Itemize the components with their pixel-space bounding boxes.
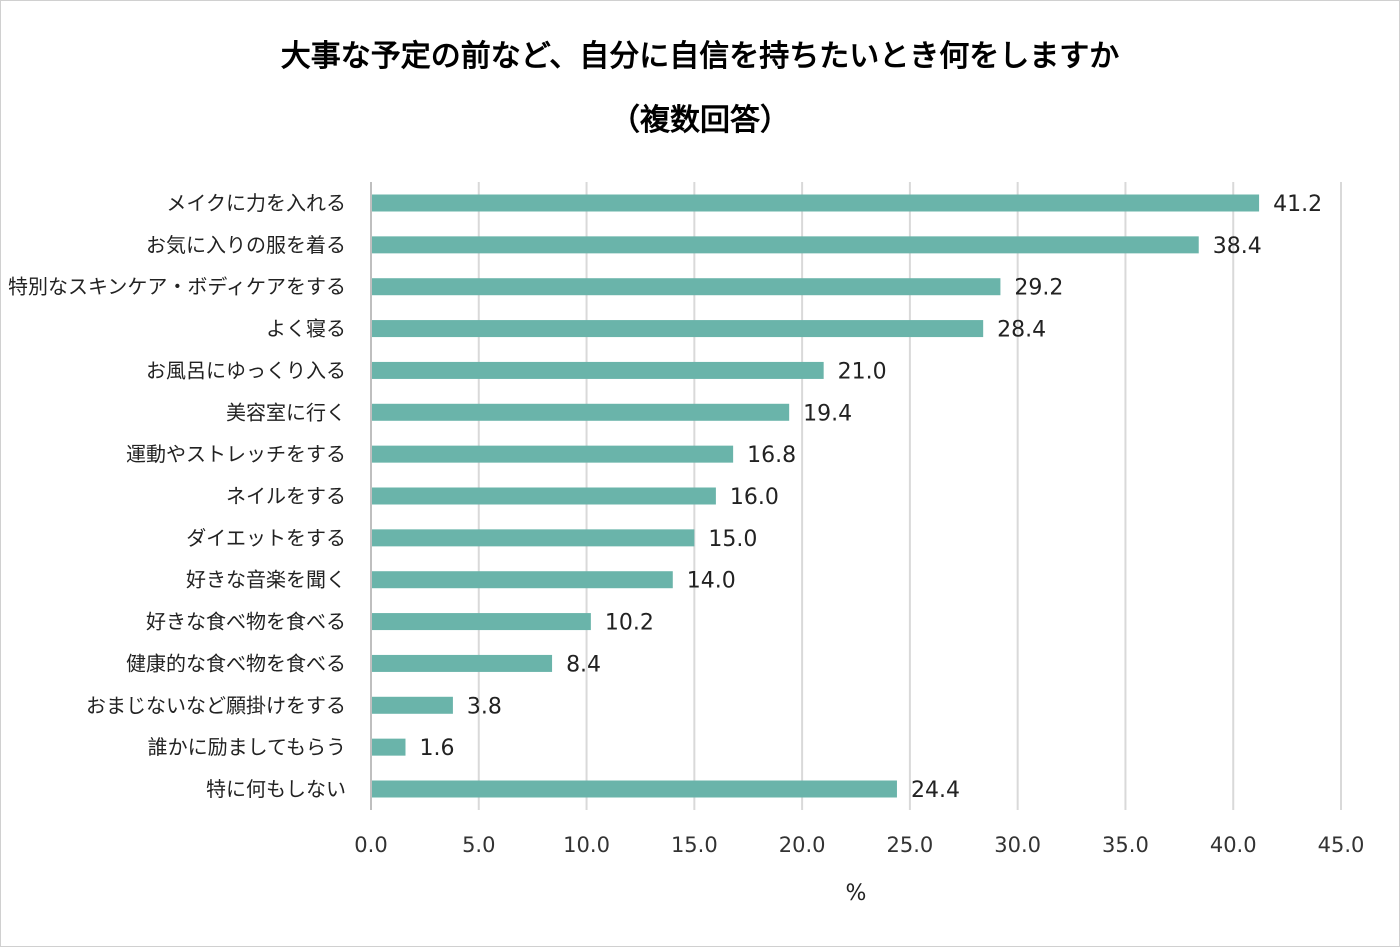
- data-label: 28.4: [997, 318, 1046, 343]
- data-label: 29.2: [1014, 276, 1063, 301]
- chart-title: 大事な予定の前など、自分に自信を持ちたいとき何をしますか: [281, 39, 1120, 74]
- category-labels: メイクに力を入れるお気に入りの服を着る特別なスキンケア・ボディケアをするよく寝る…: [8, 191, 346, 801]
- bar: [372, 529, 695, 547]
- bar: [372, 613, 591, 631]
- x-tick-label: 35.0: [1102, 833, 1149, 857]
- bar: [372, 780, 897, 798]
- data-label: 15.0: [708, 527, 757, 552]
- category-label: 特に何もしない: [206, 777, 346, 801]
- category-label: ダイエットをする: [186, 526, 346, 550]
- bar: [372, 236, 1199, 254]
- data-label: 16.0: [730, 485, 779, 510]
- x-tick-label: 0.0: [354, 833, 387, 857]
- data-label: 3.8: [467, 694, 502, 719]
- bar: [372, 445, 734, 463]
- bar: [372, 403, 790, 421]
- bar: [372, 278, 1001, 296]
- x-tick-label: 40.0: [1210, 833, 1257, 857]
- bar: [372, 571, 673, 589]
- x-tick-label: 25.0: [887, 833, 934, 857]
- x-tick-label: 10.0: [563, 833, 610, 857]
- bar: [372, 654, 553, 672]
- category-label: ネイルをする: [226, 484, 346, 508]
- category-label: 運動やストレッチをする: [126, 442, 346, 466]
- category-label: お風呂にゆっくり入る: [146, 358, 346, 382]
- data-label: 1.6: [419, 736, 454, 761]
- data-label: 19.4: [803, 401, 852, 426]
- bar: [372, 487, 716, 505]
- category-label: 美容室に行く: [226, 400, 346, 424]
- data-label: 38.4: [1213, 234, 1262, 259]
- data-label: 21.0: [838, 359, 887, 384]
- category-label: お気に入りの服を着る: [146, 233, 346, 257]
- category-label: 好きな音楽を聞く: [186, 568, 346, 592]
- category-label: メイクに力を入れる: [166, 191, 346, 215]
- x-tick-label: 45.0: [1318, 833, 1365, 857]
- category-label: 好きな食べ物を食べる: [146, 610, 346, 634]
- category-label: 特別なスキンケア・ボディケアをする: [8, 275, 346, 299]
- x-tick-label: 20.0: [779, 833, 826, 857]
- x-tick-label: 5.0: [462, 833, 495, 857]
- x-tick-label: 30.0: [994, 833, 1041, 857]
- data-label: 41.2: [1273, 192, 1322, 217]
- bars: 41.2 38.4 29.2 28.4 21.0 19.4 16.8 16.0 15.0 14.0…: [372, 192, 1322, 803]
- category-label: 健康的な食べ物を食べる: [126, 651, 346, 675]
- data-label: 10.2: [605, 611, 654, 636]
- bar: [372, 320, 984, 338]
- category-label: おまじないなど願掛けをする: [86, 693, 346, 717]
- bar: [372, 361, 824, 379]
- x-tick-label: 15.0: [671, 833, 718, 857]
- category-label: 誰かに励ましてもらう: [148, 735, 346, 759]
- bar: [372, 738, 406, 756]
- data-label: 14.0: [687, 569, 736, 594]
- x-tick-labels: 0.0 5.0 10.0 15.0 20.0 25.0 30.0 35.0 40.0 45.0: [354, 833, 1364, 857]
- chart-subtitle: （複数回答）: [610, 103, 790, 138]
- data-label: 24.4: [911, 778, 960, 803]
- x-axis-title: %: [846, 881, 867, 906]
- bar: [372, 194, 1260, 212]
- bar: [372, 696, 453, 714]
- data-label: 16.8: [747, 443, 796, 468]
- category-label: よく寝る: [266, 317, 346, 341]
- data-label: 8.4: [566, 652, 601, 677]
